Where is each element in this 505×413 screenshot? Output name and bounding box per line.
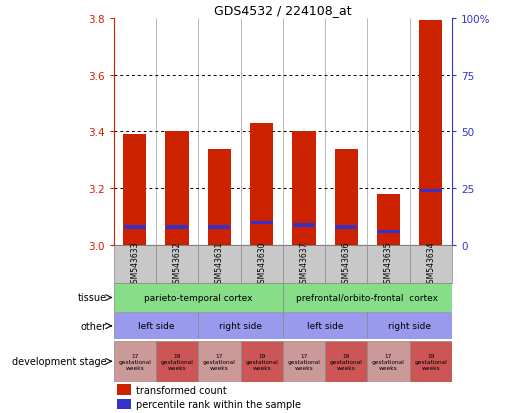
Bar [368,313,452,339]
Bar [156,341,198,382]
Text: percentile rank within the sample: percentile rank within the sample [136,399,300,408]
Bar [283,246,325,283]
Bar [293,223,315,227]
Text: 17
gestational
weeks: 17 gestational weeks [372,353,405,370]
Bar [250,123,273,246]
Text: GSM543631: GSM543631 [215,241,224,287]
Text: 19
gestational
weeks: 19 gestational weeks [245,353,278,370]
Bar [335,226,358,229]
Bar [325,246,368,283]
Text: parieto-temporal cortex: parieto-temporal cortex [144,293,252,302]
Bar [368,246,410,283]
Bar [283,284,452,312]
Bar [292,132,316,246]
Text: prefrontal/orbito-frontal  cortex: prefrontal/orbito-frontal cortex [296,293,438,302]
Bar [117,399,130,409]
Bar [283,341,325,382]
Bar [114,284,283,312]
Bar [114,313,198,339]
Title: GDS4532 / 224108_at: GDS4532 / 224108_at [214,5,351,17]
Text: 17
gestational
weeks: 17 gestational weeks [118,353,151,370]
Bar [410,246,452,283]
Text: 17
gestational
weeks: 17 gestational weeks [287,353,320,370]
Bar [240,246,283,283]
Text: GSM543632: GSM543632 [173,241,182,287]
Bar [114,341,156,382]
Text: other: other [81,321,107,331]
Bar [156,246,198,283]
Bar [198,341,240,382]
Bar [240,341,283,382]
Bar [283,313,368,339]
Text: left side: left side [307,322,343,330]
Bar [166,132,189,246]
Text: GSM543630: GSM543630 [257,241,266,287]
Bar [114,246,156,283]
Text: GSM543635: GSM543635 [384,241,393,287]
Bar [166,226,188,229]
Text: 17
gestational
weeks: 17 gestational weeks [203,353,236,370]
Bar [123,135,146,246]
Text: left side: left side [138,322,174,330]
Bar [208,226,230,229]
Bar [208,149,231,246]
Bar [335,149,358,246]
Bar [325,341,368,382]
Text: GSM543637: GSM543637 [299,241,309,287]
Bar [368,341,410,382]
Text: right side: right side [219,322,262,330]
Text: 19
gestational
weeks: 19 gestational weeks [330,353,363,370]
Bar [250,221,273,225]
Text: GSM543633: GSM543633 [130,241,139,287]
Bar [124,226,146,229]
Text: 19
gestational
weeks: 19 gestational weeks [415,353,447,370]
Bar [410,341,452,382]
Bar [198,246,240,283]
Bar [198,313,283,339]
Bar [117,385,130,395]
Text: development stage: development stage [12,356,107,366]
Text: 19
gestational
weeks: 19 gestational weeks [161,353,193,370]
Text: GSM543634: GSM543634 [426,241,435,287]
Text: right side: right side [388,322,431,330]
Text: transformed count: transformed count [136,385,226,394]
Text: GSM543636: GSM543636 [342,241,351,287]
Bar [377,195,400,246]
Bar [420,190,442,193]
Text: tissue: tissue [78,293,107,303]
Bar [377,230,399,234]
Bar [419,21,442,246]
